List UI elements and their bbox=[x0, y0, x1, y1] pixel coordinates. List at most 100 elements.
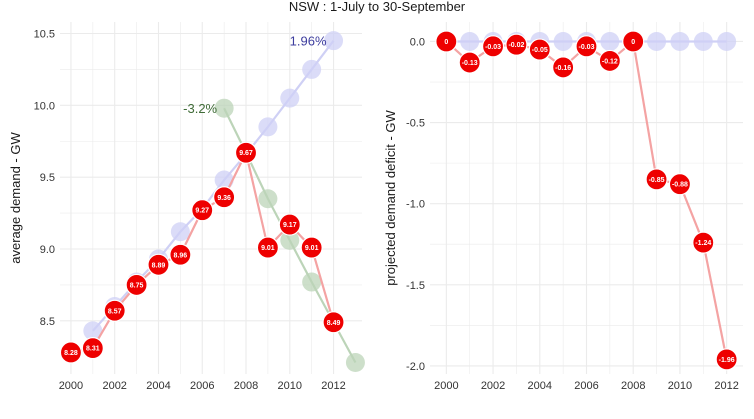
data-point bbox=[59, 341, 83, 364]
y-tick-label: 9.0 bbox=[40, 244, 55, 256]
y-tick-label: -2.0 bbox=[406, 361, 425, 373]
x-tick-label: 2010 bbox=[668, 380, 692, 392]
data-point bbox=[435, 30, 458, 53]
baseline-point bbox=[717, 31, 737, 51]
data-label: 8.89 bbox=[152, 262, 166, 269]
data-label: -0.05 bbox=[532, 47, 548, 54]
x-tick-label: 2000 bbox=[59, 380, 83, 392]
baseline-point bbox=[460, 31, 480, 51]
x-tick-label: 2008 bbox=[234, 380, 258, 392]
y-tick-label: 0.0 bbox=[410, 36, 425, 48]
data-label: 9.01 bbox=[261, 245, 275, 252]
baseline-point bbox=[600, 31, 620, 51]
data-point bbox=[191, 199, 214, 222]
x-tick-label: 2004 bbox=[146, 380, 170, 392]
x-tick-label: 2006 bbox=[574, 380, 598, 392]
y-tick-label: 10.5 bbox=[34, 28, 55, 40]
data-point bbox=[213, 186, 236, 209]
trend-down-label: -3.2% bbox=[183, 101, 217, 116]
x-tick-label: 2002 bbox=[481, 380, 505, 392]
data-point bbox=[81, 337, 104, 360]
y-tick-label: -0.5 bbox=[406, 118, 425, 130]
data-label: 9.27 bbox=[195, 208, 209, 215]
trend-up-point bbox=[214, 170, 234, 190]
x-tick-label: 2006 bbox=[190, 380, 214, 392]
data-label: 9.01 bbox=[305, 245, 319, 252]
x-tick-label: 2012 bbox=[714, 380, 738, 392]
data-point bbox=[234, 141, 258, 164]
data-label: -1.24 bbox=[695, 240, 711, 247]
data-label: 9.67 bbox=[239, 150, 253, 157]
trend-down-point bbox=[280, 230, 300, 250]
y-tick-label: -1.5 bbox=[406, 280, 425, 292]
data-label: 0 bbox=[444, 39, 448, 46]
x-tick-label: 2002 bbox=[102, 380, 126, 392]
data-point bbox=[169, 243, 192, 266]
x-tick-label: 2000 bbox=[434, 380, 458, 392]
data-label: 9.17 bbox=[283, 222, 297, 229]
data-label: -0.03 bbox=[579, 44, 595, 51]
data-label: -0.13 bbox=[462, 60, 478, 67]
data-label: -1.96 bbox=[719, 357, 735, 364]
y-tick-label: -1.0 bbox=[406, 199, 425, 211]
data-point bbox=[528, 38, 551, 61]
data-label: -0.88 bbox=[672, 182, 688, 189]
data-point bbox=[552, 56, 575, 79]
data-label: -0.12 bbox=[602, 58, 618, 65]
y-tick-label: 10.0 bbox=[34, 100, 55, 112]
y-axis-title: projected demand deficit - GW bbox=[383, 109, 398, 285]
data-point bbox=[645, 168, 668, 191]
y-tick-label: 9.5 bbox=[40, 172, 55, 184]
trend-up-point bbox=[280, 88, 300, 108]
data-point bbox=[692, 231, 715, 254]
data-point bbox=[575, 35, 598, 58]
trend-down-point bbox=[214, 98, 234, 118]
trend-up-point bbox=[324, 31, 344, 51]
baseline-point bbox=[647, 31, 667, 51]
baseline-point bbox=[670, 31, 690, 51]
trend-down-point bbox=[258, 189, 278, 209]
data-point bbox=[481, 35, 505, 58]
data-label: -0.16 bbox=[555, 65, 571, 72]
x-tick-label: 2012 bbox=[321, 380, 345, 392]
data-label: 8.31 bbox=[86, 346, 100, 353]
baseline-point bbox=[553, 31, 573, 51]
data-point bbox=[622, 30, 645, 53]
data-point bbox=[103, 299, 126, 322]
trend-up-point bbox=[83, 321, 103, 341]
data-point bbox=[256, 236, 279, 259]
data-label: 8.96 bbox=[174, 252, 188, 259]
trend-up-point bbox=[170, 222, 190, 242]
baseline-point bbox=[693, 31, 713, 51]
y-tick-label: 8.5 bbox=[40, 316, 55, 328]
data-label: 8.28 bbox=[64, 350, 78, 357]
y-axis-title: average demand - GW bbox=[8, 132, 23, 264]
data-label: -0.85 bbox=[649, 177, 665, 184]
data-label: -0.02 bbox=[508, 42, 524, 49]
data-point bbox=[505, 33, 528, 56]
x-tick-label: 2010 bbox=[278, 380, 302, 392]
data-point bbox=[715, 348, 738, 371]
data-point bbox=[458, 51, 481, 74]
x-tick-label: 2004 bbox=[528, 380, 552, 392]
data-point bbox=[598, 49, 621, 73]
data-label: 8.75 bbox=[130, 282, 144, 289]
data-label: 8.57 bbox=[108, 308, 122, 315]
chart-panel-1: 2000 2002 2004 2006 2008 2010 2012 8.5 9.0 9.5 10.… bbox=[8, 22, 365, 392]
data-label: 9.36 bbox=[217, 195, 231, 202]
trend-up-point bbox=[258, 117, 278, 137]
data-point bbox=[322, 311, 345, 334]
chart-panel-2: 2000 2002 2004 2006 2008 2010 2012 -2.0 -1.5 -1.0… bbox=[383, 22, 743, 392]
trend-down-point bbox=[345, 353, 365, 373]
page-title: NSW : 1-July to 30-September bbox=[288, 0, 466, 14]
data-point bbox=[147, 253, 170, 276]
data-point bbox=[125, 273, 148, 297]
data-label: -0.03 bbox=[485, 44, 501, 51]
trend-up-label: 1.96% bbox=[290, 34, 327, 49]
data-point bbox=[278, 213, 301, 236]
trend-down-point bbox=[302, 272, 322, 292]
data-point bbox=[300, 236, 323, 259]
data-label: 0 bbox=[631, 39, 635, 46]
